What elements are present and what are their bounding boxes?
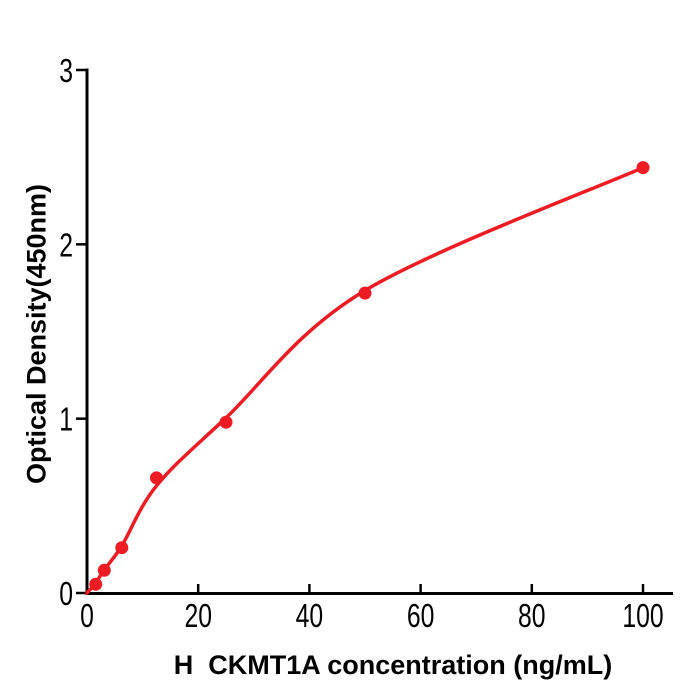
x-tick-label: 0 bbox=[80, 599, 94, 635]
data-point bbox=[89, 577, 103, 591]
data-point bbox=[358, 286, 372, 300]
data-point bbox=[150, 471, 163, 485]
x-tick-label: 20 bbox=[184, 599, 212, 635]
x-tick-label: 40 bbox=[296, 599, 324, 635]
y-axis-title: Optical Density(450nm) bbox=[21, 183, 52, 485]
data-point bbox=[97, 563, 111, 577]
y-tick-label: 3 bbox=[59, 54, 73, 90]
y-tick-label: 2 bbox=[59, 228, 73, 264]
x-tick-label: 100 bbox=[622, 599, 663, 635]
x-axis-title: H CKMT1A concentration (ng/mL) bbox=[173, 650, 613, 680]
y-tick-label: 0 bbox=[59, 577, 73, 613]
x-tick-label: 80 bbox=[518, 599, 546, 635]
x-tick-label: 60 bbox=[407, 599, 435, 635]
data-point bbox=[115, 541, 129, 555]
data-point bbox=[636, 161, 650, 175]
y-tick-label: 1 bbox=[59, 402, 73, 438]
fit-curve bbox=[85, 165, 645, 595]
data-point bbox=[219, 415, 233, 429]
